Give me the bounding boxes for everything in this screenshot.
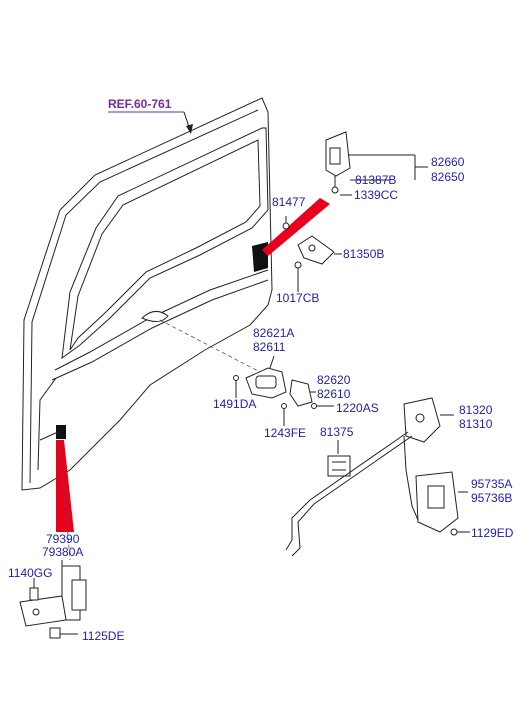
label-82610[interactable]: 82610 — [317, 387, 351, 401]
striker-81350b-part — [297, 235, 342, 265]
label-1125de[interactable]: 1125DE — [82, 629, 124, 643]
label-1339cc[interactable]: 1339CC — [354, 188, 398, 202]
latch-highlight-wedge — [262, 198, 330, 256]
label-82611[interactable]: 82611 — [253, 340, 286, 354]
hinge-highlight-wedge — [56, 440, 74, 532]
label-81320[interactable]: 81320 — [459, 403, 493, 417]
latch-rods — [285, 431, 419, 557]
lock-actuator-part — [415, 471, 468, 533]
label-81375[interactable]: 81375 — [320, 425, 354, 439]
label-1140gg[interactable]: 1140GG — [8, 566, 52, 580]
label-1129ed[interactable]: 1129ED — [471, 526, 514, 540]
handle-bezel-part — [289, 379, 316, 407]
label-95736b[interactable]: 95736B — [471, 491, 512, 505]
label-1017cb[interactable]: 1017CB — [276, 291, 319, 305]
label-81387b[interactable]: 81387B — [355, 173, 396, 187]
outside-handle-part — [325, 131, 351, 194]
label-81310[interactable]: 81310 — [459, 417, 493, 431]
screw-1243fe-part — [281, 403, 287, 426]
label-79380a[interactable]: 79380A — [42, 545, 83, 559]
clip-81375-part — [327, 440, 351, 477]
screw-1491da-part — [233, 375, 239, 398]
clip-1220as-part — [311, 403, 334, 409]
label-81477[interactable]: 81477 — [272, 195, 306, 209]
label-1491da[interactable]: 1491DA — [213, 397, 256, 411]
label-82621a[interactable]: 82621A — [253, 326, 294, 340]
bolt-1140gg-part — [29, 578, 39, 601]
inside-handle-part — [245, 355, 287, 399]
door-latch-part — [403, 397, 454, 471]
screw-81477-part — [282, 216, 290, 230]
door-panel — [21, 97, 273, 491]
bolt-1125de-part — [49, 627, 78, 639]
label-79390[interactable]: 79390 — [46, 532, 80, 546]
label-95735a[interactable]: 95735A — [471, 477, 512, 491]
label-82620[interactable]: 82620 — [317, 373, 351, 387]
label-82660[interactable]: 82660 — [431, 155, 465, 169]
bolt-1017cb-part — [294, 261, 302, 292]
door-hinge-part — [19, 560, 87, 627]
reference-label[interactable]: REF.60-761 — [108, 97, 172, 111]
label-81350b[interactable]: 81350B — [343, 247, 384, 261]
label-82650[interactable]: 82650 — [431, 170, 465, 184]
label-1243fe[interactable]: 1243FE — [264, 426, 306, 440]
screw-1129ed-part — [450, 528, 470, 536]
label-1220as[interactable]: 1220AS — [336, 401, 379, 415]
